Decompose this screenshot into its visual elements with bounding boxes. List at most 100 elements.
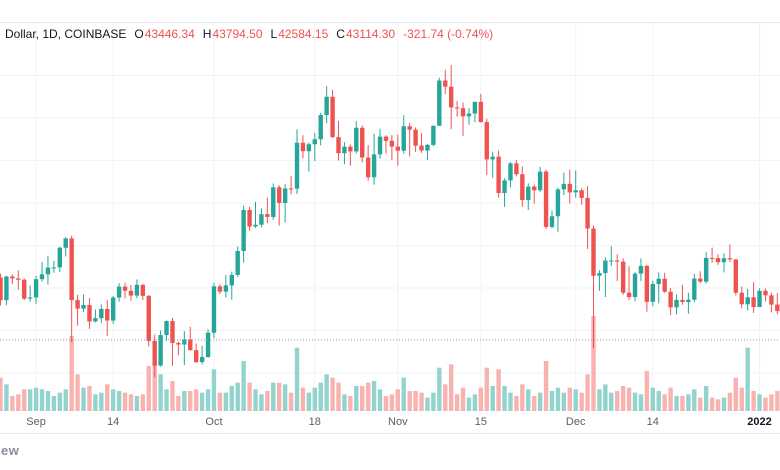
candle: [229, 271, 234, 300]
x-axis-label: 14: [646, 416, 659, 428]
candle: [537, 166, 543, 192]
volume-bar: [306, 392, 312, 411]
candle: [377, 128, 383, 159]
candle: [27, 285, 33, 302]
volume-bar: [170, 381, 175, 411]
candles-layer: [0, 64, 780, 378]
candle: [597, 270, 602, 291]
volume-bar: [330, 377, 335, 411]
candle: [360, 125, 365, 163]
volume-bar: [265, 391, 270, 411]
candle: [277, 185, 282, 226]
volume-bar: [472, 394, 478, 411]
volume-bar: [81, 387, 86, 411]
volume-bar: [484, 367, 489, 411]
candle: [235, 246, 240, 277]
volume-bar: [419, 392, 424, 411]
candle: [10, 274, 15, 285]
candle: [454, 100, 460, 117]
candle: [425, 143, 430, 160]
candle: [140, 284, 146, 300]
volume-bar: [526, 389, 531, 411]
volume-bar: [543, 361, 549, 411]
candle: [383, 135, 389, 154]
x-axis-label: 15: [474, 416, 487, 428]
candle: [502, 178, 507, 207]
x-axis[interactable]: Sep 14 Oct 18 Nov 15 Dec 14 2022: [0, 413, 780, 433]
volume-bar: [698, 397, 703, 411]
x-axis-label: Oct: [205, 416, 223, 428]
candle: [294, 129, 300, 194]
candle: [306, 142, 312, 172]
candle: [490, 151, 495, 178]
volume-bar: [715, 399, 721, 411]
candle: [431, 125, 436, 147]
candle: [769, 292, 774, 313]
volume-bar: [247, 382, 252, 411]
candle: [39, 261, 45, 282]
candle: [626, 266, 632, 301]
symbol-title[interactable]: Dollar, 1D, COINBASE: [5, 27, 127, 41]
volume-bar: [229, 386, 234, 411]
volume-bar: [312, 387, 317, 411]
x-axis-label: Sep: [26, 416, 46, 428]
candle: [638, 258, 644, 281]
candle: [472, 101, 478, 123]
candle: [549, 210, 555, 229]
volume-bar: [727, 392, 733, 411]
volume-bar: [140, 394, 146, 411]
candle: [33, 275, 39, 304]
high-value: 43794.50: [212, 27, 263, 41]
candle: [478, 93, 484, 123]
volume-bar: [502, 386, 507, 411]
candle: [318, 112, 323, 146]
volume-bar: [692, 389, 697, 411]
volume-bar: [615, 391, 620, 411]
candle: [656, 272, 661, 304]
candle: [419, 132, 424, 153]
volume-bar: [116, 391, 122, 411]
ohlc-low: L 42584.15: [270, 27, 329, 41]
volume-bar: [775, 391, 780, 411]
volume-bar: [45, 391, 51, 411]
candle: [603, 257, 608, 298]
candle: [0, 273, 3, 306]
candle: [336, 120, 341, 161]
volume-bar: [437, 367, 442, 411]
volume-bar: [668, 387, 673, 411]
candle: [757, 288, 762, 308]
candle: [69, 235, 74, 343]
candle: [265, 197, 270, 224]
candle: [407, 123, 412, 157]
volume-bar: [371, 381, 377, 411]
volume-bar: [205, 389, 211, 411]
candle: [620, 258, 626, 295]
volume-bar: [259, 394, 264, 411]
candle: [692, 273, 697, 303]
volume-bar: [413, 391, 418, 411]
candle: [176, 341, 181, 356]
candle: [354, 121, 359, 154]
candle: [573, 170, 578, 198]
volume-bar: [597, 389, 602, 411]
candle: [128, 284, 134, 301]
candle: [662, 272, 667, 293]
volume-bar: [656, 391, 661, 411]
volume-bar: [520, 384, 525, 411]
candle: [170, 317, 175, 366]
volume-bar: [478, 387, 484, 411]
candle: [526, 183, 531, 210]
candle: [543, 169, 549, 230]
candle: [57, 246, 62, 273]
volume-bar: [721, 397, 727, 411]
candle: [585, 186, 590, 249]
candle: [484, 118, 489, 175]
volume-bar: [324, 374, 329, 411]
candle: [365, 145, 371, 181]
candle: [110, 295, 116, 324]
volume-bar: [176, 396, 181, 411]
candle: [389, 134, 395, 161]
candle: [81, 294, 86, 313]
candle: [158, 330, 163, 367]
